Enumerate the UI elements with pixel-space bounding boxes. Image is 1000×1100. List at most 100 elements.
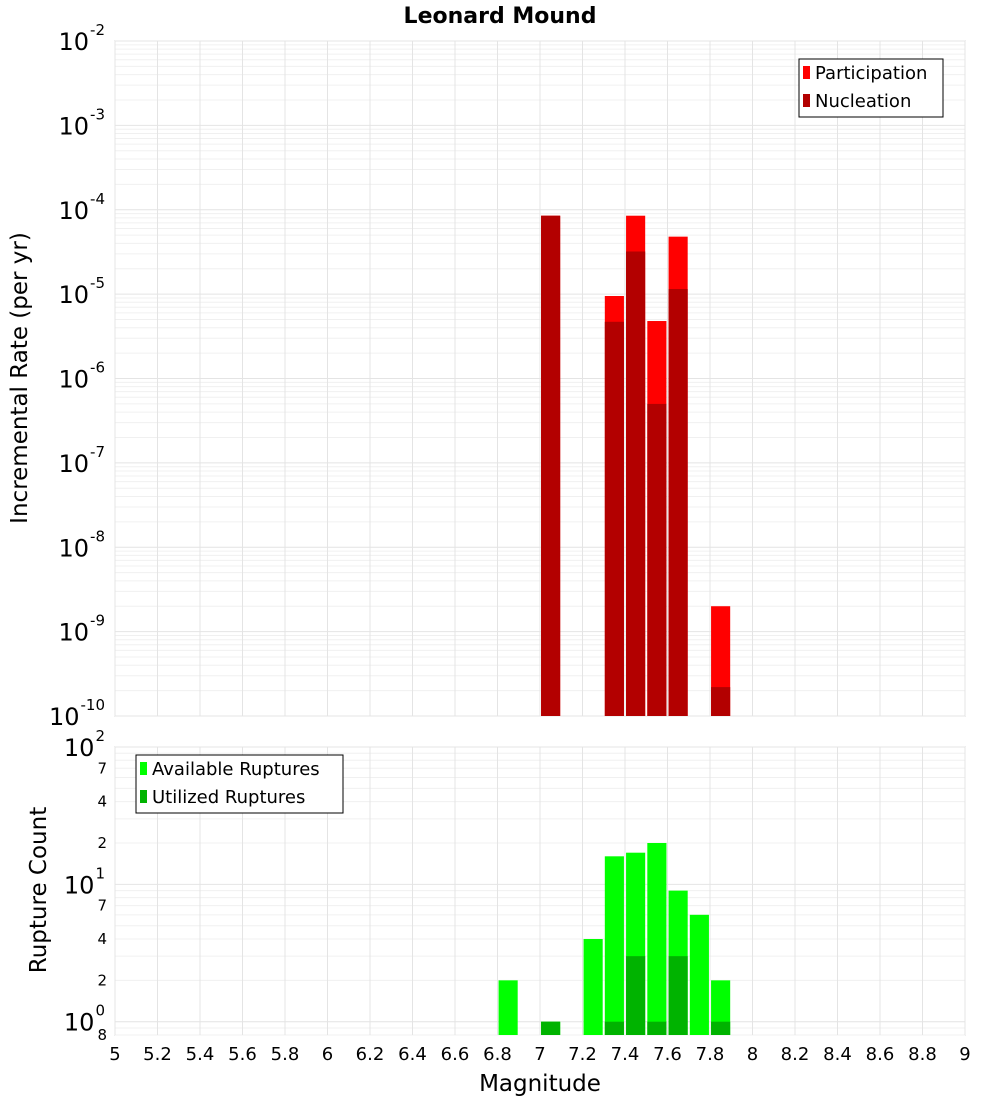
- y-tick-base: 10: [58, 28, 89, 56]
- y-tick-exponent: -4: [90, 190, 105, 208]
- x-tick-label: 5.2: [143, 1044, 172, 1065]
- x-tick-label: 5.6: [228, 1044, 257, 1065]
- top-y-tick-label: 10 -9: [58, 612, 105, 647]
- available-ruptures-bar: [604, 856, 624, 1035]
- y-tick-base: 10: [58, 281, 89, 309]
- available-ruptures-bar: [647, 843, 667, 1035]
- legend-swatch: [803, 66, 810, 79]
- y-tick-base: 10: [64, 1009, 95, 1037]
- bars: [498, 215, 731, 1035]
- y-tick-exponent: 2: [95, 727, 105, 745]
- top-legend: Participation Nucleation: [798, 58, 944, 118]
- y-tick-exponent: 0: [95, 1002, 105, 1020]
- y-tick-base: 10: [58, 112, 89, 140]
- y-tick-exponent: -7: [90, 443, 105, 461]
- x-tick-label: 5.8: [271, 1044, 300, 1065]
- top-y-tick-label: 10 -7: [58, 443, 105, 478]
- x-tick-label: 6.4: [398, 1044, 427, 1065]
- y-tick-base: 10: [58, 197, 89, 225]
- bottom-y-minor-tick-label: 2: [97, 971, 107, 989]
- gridlines: [114, 40, 966, 1036]
- x-tick-label: 7.8: [696, 1044, 725, 1065]
- legend-label: Nucleation: [815, 91, 911, 112]
- top-y-tick-label: 10 -4: [58, 190, 105, 225]
- bottom-y-tick-label: 10 2: [64, 727, 105, 762]
- y-tick-exponent: -6: [90, 359, 105, 377]
- top-y-tick-label: 10 -3: [58, 105, 105, 140]
- bottom-y-minor-tick-label: 2: [97, 834, 107, 852]
- legend-label: Utilized Ruptures: [152, 787, 305, 808]
- bottom-y-tick-label: 10 1: [64, 864, 105, 899]
- nucleation-bar: [541, 215, 561, 717]
- utilized-ruptures-bar: [647, 1021, 667, 1035]
- nucleation-bar: [711, 687, 731, 716]
- x-axis-title: Magnitude: [479, 1071, 601, 1097]
- available-ruptures-bar: [711, 980, 731, 1035]
- y-tick-exponent: 1: [95, 864, 105, 882]
- x-tick-label: 7.6: [653, 1044, 682, 1065]
- bottom-y-minor-tick-label: 8: [97, 1026, 107, 1044]
- y-tick-exponent: -5: [90, 274, 105, 292]
- utilized-ruptures-bar: [604, 1021, 624, 1035]
- x-tick-label: 9: [959, 1044, 970, 1065]
- legends: Participation Nucleation Available Rupture…: [135, 58, 944, 814]
- bottom-y-minor-tick-label: 4: [97, 930, 107, 948]
- top-y-tick-label: 10 -6: [58, 359, 105, 394]
- top-y-tick-label: 10 -8: [58, 527, 105, 562]
- bottom-y-minor-tick-label: 7: [97, 897, 107, 915]
- available-ruptures-bar: [498, 980, 518, 1035]
- top-y-axis-title: Incremental Rate (per yr): [7, 232, 33, 524]
- x-tick-label: 6.8: [483, 1044, 512, 1065]
- x-tick-label: 8.8: [908, 1044, 937, 1065]
- x-tick-label: 6: [322, 1044, 333, 1065]
- y-tick-exponent: -9: [90, 612, 105, 630]
- x-tick-label: 7.4: [611, 1044, 640, 1065]
- x-tick-label: 5: [109, 1044, 120, 1065]
- legend-swatch: [140, 790, 147, 803]
- legend-label: Participation: [815, 63, 927, 84]
- nucleation-bar: [647, 403, 667, 716]
- top-y-tick-label: 10 -10: [49, 696, 105, 731]
- nucleation-bar: [668, 289, 688, 716]
- utilized-ruptures-bar: [668, 956, 688, 1035]
- x-tick-label: 8: [747, 1044, 758, 1065]
- y-tick-base: 10: [49, 703, 80, 731]
- utilized-ruptures-bar: [711, 1021, 731, 1035]
- x-tick-label: 5.4: [186, 1044, 215, 1065]
- chart-title: Leonard Mound: [404, 4, 597, 29]
- bottom-y-minor-tick-label: 7: [97, 759, 107, 777]
- x-tick-label: 7.2: [568, 1044, 597, 1065]
- y-tick-exponent: -10: [81, 696, 106, 714]
- available-ruptures-bar: [583, 939, 603, 1035]
- x-tick-label: 8.4: [823, 1044, 852, 1065]
- y-tick-base: 10: [64, 734, 95, 762]
- y-tick-exponent: -2: [90, 21, 105, 39]
- legend-box: [135, 754, 344, 814]
- available-ruptures-bar: [689, 914, 709, 1035]
- top-y-tick-label: 10 -5: [58, 274, 105, 309]
- x-tick-label: 8.2: [781, 1044, 810, 1065]
- y-tick-base: 10: [64, 871, 95, 899]
- legend-box: [798, 58, 944, 118]
- y-tick-exponent: -8: [90, 527, 105, 545]
- y-tick-base: 10: [58, 619, 89, 647]
- legend-label: Available Ruptures: [152, 759, 320, 780]
- y-tick-exponent: -3: [90, 105, 105, 123]
- bottom-y-minor-tick-label: 4: [97, 793, 107, 811]
- x-tick-label: 6.2: [356, 1044, 385, 1065]
- x-tick-label: 6.6: [441, 1044, 470, 1065]
- x-tick-label: 8.6: [866, 1044, 895, 1065]
- bottom-y-axis-title: Rupture Count: [26, 807, 52, 973]
- utilized-ruptures-bar: [626, 956, 646, 1035]
- legend-swatch: [140, 762, 147, 775]
- y-tick-base: 10: [58, 366, 89, 394]
- top-y-tick-label: 10 -2: [58, 21, 105, 56]
- bottom-legend: Available Ruptures Utilized Ruptures: [135, 754, 344, 814]
- bottom-y-tick-label: 10 0: [64, 1002, 105, 1037]
- nucleation-bar: [604, 321, 624, 716]
- y-tick-base: 10: [58, 450, 89, 478]
- utilized-ruptures-bar: [541, 1021, 561, 1035]
- legend-swatch: [803, 94, 810, 107]
